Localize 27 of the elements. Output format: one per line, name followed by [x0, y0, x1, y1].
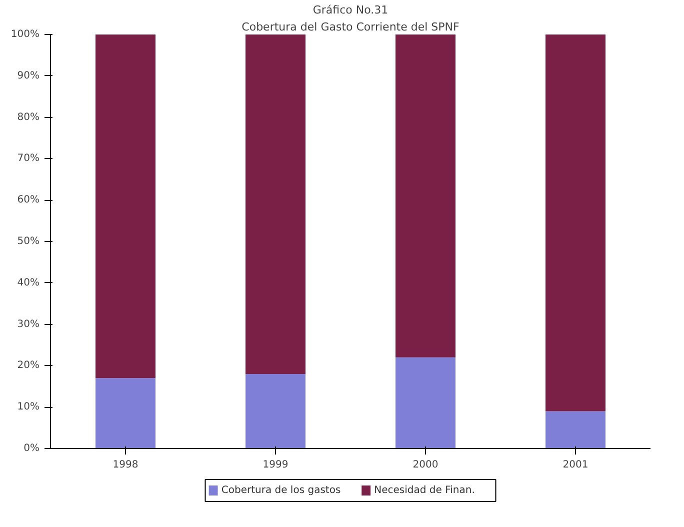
- bar: [546, 411, 606, 448]
- chart-subtitle: Cobertura del Gasto Corriente del SPNF: [242, 20, 460, 34]
- bar: [96, 34, 156, 378]
- y-tick-label: 0%: [24, 443, 40, 454]
- chart-title: Gráfico No.31: [312, 4, 388, 16]
- legend-label: Necesidad de Finan.: [374, 485, 475, 496]
- bar: [546, 34, 606, 412]
- x-tick-label: 2001: [562, 460, 588, 470]
- x-tick-label: 2000: [412, 460, 438, 470]
- y-tick-label: 80%: [17, 112, 40, 123]
- bar: [246, 374, 306, 448]
- bar: [396, 34, 456, 358]
- legend-label: Cobertura de los gastos: [221, 485, 341, 496]
- bar: [96, 378, 156, 448]
- y-tick-label: 20%: [17, 360, 40, 372]
- x-tick-label: 1998: [112, 460, 138, 470]
- y-tick-label: 60%: [17, 194, 40, 206]
- y-tick-label: 30%: [17, 318, 40, 330]
- y-tick-label: 100%: [10, 29, 40, 40]
- bar: [396, 357, 456, 448]
- y-tick-label: 10%: [17, 402, 40, 413]
- x-tick-label: 1999: [262, 460, 288, 470]
- bar: [246, 34, 306, 374]
- y-tick-label: 70%: [17, 153, 40, 164]
- y-tick-label: 40%: [17, 277, 40, 288]
- y-tick-label: 50%: [17, 236, 40, 247]
- y-tick-label: 90%: [17, 70, 40, 82]
